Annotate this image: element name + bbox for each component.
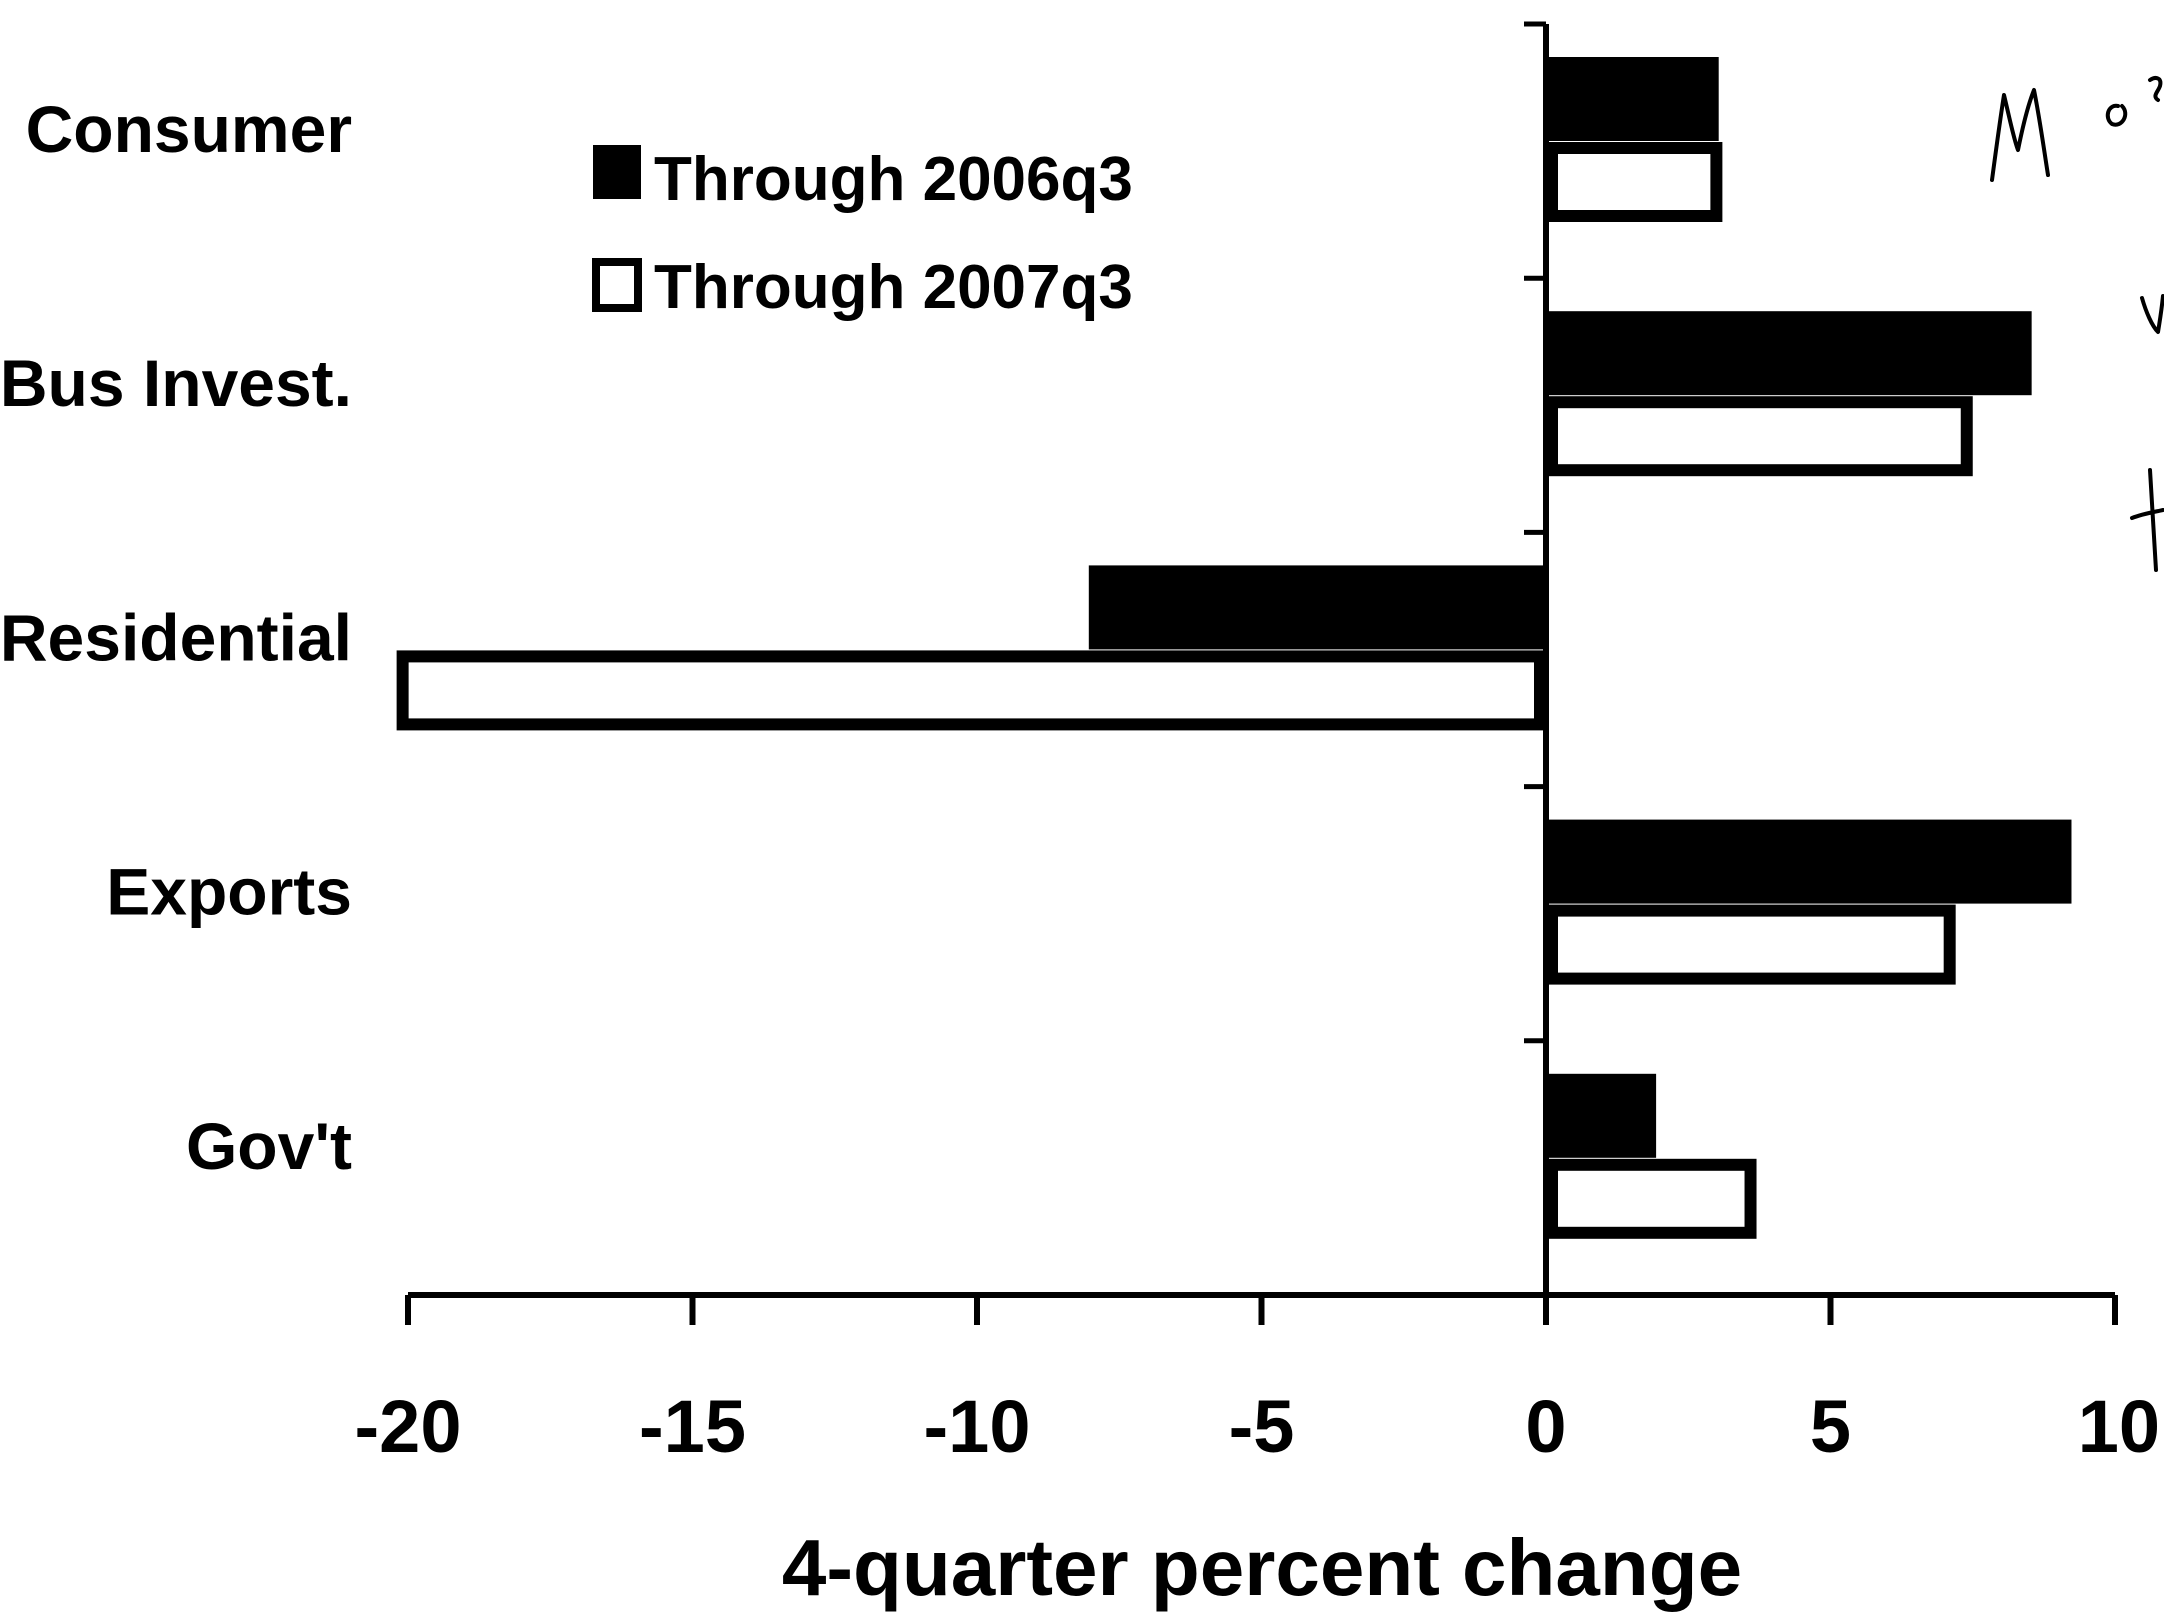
bar-2-3 <box>396 650 1546 731</box>
handwriting-stroke-4 <box>2140 294 2164 334</box>
tick-labels: -20 -15 -10 -5 0 5 10 <box>355 1385 2160 1468</box>
legend-label-series-2: Through 2007q3 <box>654 253 1133 322</box>
x-tick-label: 5 <box>1810 1385 1851 1468</box>
x-tick-label: -15 <box>639 1385 746 1468</box>
handwriting-stroke-1 <box>1990 88 2050 182</box>
bar-2-1 <box>1546 142 1723 222</box>
bar-2-4 <box>1546 904 1956 985</box>
category-label: Consumer <box>26 92 352 166</box>
x-tick-label: -10 <box>924 1385 1031 1468</box>
bar-1-5 <box>1544 1073 1657 1158</box>
legend-swatch-series-2 <box>592 258 642 312</box>
x-tick-label: 10 <box>2078 1385 2160 1468</box>
x-axis-title: 4-quarter percent change <box>782 1523 1742 1612</box>
category-label: Bus Invest. <box>0 346 352 420</box>
legend-item-series-1: Through 2006q3 <box>593 145 1133 214</box>
bar-2-2 <box>1546 396 1973 477</box>
bars-group <box>396 57 2072 1239</box>
bar-2-5 <box>1546 1158 1757 1239</box>
x-tick-label: -5 <box>1229 1385 1295 1468</box>
x-tick-label: -20 <box>355 1385 462 1468</box>
category-label: Gov't <box>186 1109 352 1183</box>
bar-1-2 <box>1544 311 2032 396</box>
category-label: Exports <box>106 855 352 929</box>
handwritten-annotation <box>1990 76 2164 572</box>
handwriting-stroke-3 <box>2148 76 2163 102</box>
category-labels: Consumer Bus Invest. Residential Exports Gov… <box>0 92 352 1183</box>
legend-swatch-series-1 <box>593 145 641 199</box>
legend-label-series-1: Through 2006q3 <box>654 145 1133 214</box>
handwriting-stroke-5 <box>2130 468 2164 572</box>
bar-1-4 <box>1544 819 2072 904</box>
category-label: Residential <box>0 600 352 674</box>
axes-group <box>405 21 2118 1325</box>
handwriting-stroke-2 <box>2105 103 2128 127</box>
bar-1-1 <box>1544 57 1719 141</box>
x-tick-label: 0 <box>1525 1385 1566 1468</box>
legend-item-series-2: Through 2007q3 <box>592 253 1133 322</box>
bar-1-3 <box>1088 565 1549 650</box>
legend: Through 2006q3 Through 2007q3 <box>592 145 1133 322</box>
